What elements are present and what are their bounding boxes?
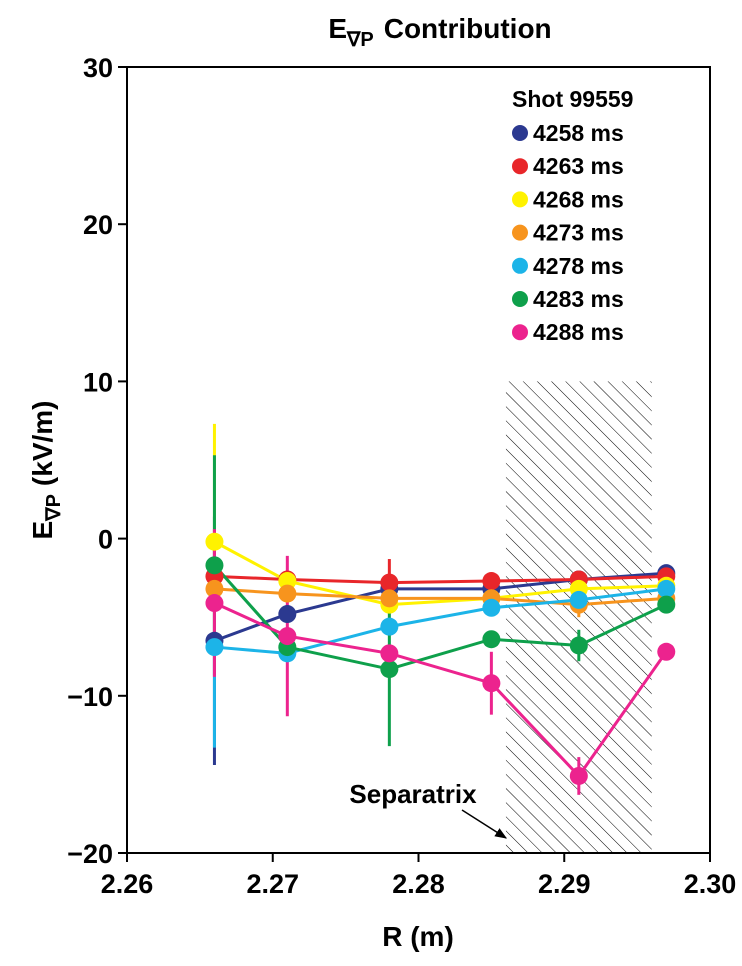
x-tick-label: 2.27 xyxy=(246,869,299,899)
data-point xyxy=(278,572,297,591)
legend-marker xyxy=(512,324,528,341)
data-point xyxy=(657,642,676,661)
data-point xyxy=(278,627,297,646)
data-point xyxy=(482,598,501,617)
data-point xyxy=(482,630,501,649)
data-point xyxy=(482,572,501,591)
data-point xyxy=(569,636,588,655)
y-axis-label: E∇P(kV/m) xyxy=(27,401,65,540)
chart-title: E∇P Contribution xyxy=(328,13,551,51)
x-axis-label: R (m) xyxy=(382,921,454,952)
x-tick-label: 2.29 xyxy=(538,869,591,899)
x-tick-label: 2.28 xyxy=(392,869,445,899)
data-point xyxy=(205,579,224,598)
data-point xyxy=(380,589,399,608)
legend-marker xyxy=(512,291,528,307)
data-point xyxy=(380,617,399,636)
series-line xyxy=(214,574,667,585)
series-line xyxy=(213,564,667,671)
legend-marker xyxy=(512,158,528,175)
y-tick-label: 20 xyxy=(83,210,113,240)
data-point xyxy=(657,595,676,614)
data-point xyxy=(569,590,588,609)
data-point xyxy=(482,674,501,693)
legend-marker xyxy=(512,191,528,208)
series-line xyxy=(214,587,667,655)
series-line xyxy=(213,601,668,779)
x-tick-label: 2.26 xyxy=(101,869,154,899)
y-tick-label: 30 xyxy=(83,53,113,83)
legend-marker xyxy=(512,125,528,141)
legend-title: Shot 99559 xyxy=(512,86,633,112)
data-point xyxy=(380,660,399,679)
x-tick-label: 2.30 xyxy=(684,869,737,899)
data-point xyxy=(205,638,224,657)
legend-label: 4288 ms xyxy=(533,319,624,345)
legend-label: 4258 ms xyxy=(533,120,624,146)
legend-label: 4278 ms xyxy=(533,253,624,279)
data-point xyxy=(380,644,399,663)
legend-marker xyxy=(512,257,528,274)
data-point xyxy=(278,584,297,603)
data-point xyxy=(205,556,224,575)
series-line xyxy=(214,587,667,607)
y-tick-label: 0 xyxy=(98,525,113,555)
legend-label: 4268 ms xyxy=(533,186,624,212)
data-point xyxy=(205,594,224,613)
data-point xyxy=(569,766,588,785)
legend-marker xyxy=(512,224,528,241)
data-point xyxy=(205,532,224,551)
data-point xyxy=(380,573,399,592)
data-point xyxy=(657,579,676,598)
series-line xyxy=(213,540,667,607)
legend-label: 4263 ms xyxy=(533,153,624,179)
y-tick-label: −20 xyxy=(67,839,113,869)
legend-label: 4283 ms xyxy=(533,286,624,312)
y-tick-label: −10 xyxy=(67,682,113,712)
data-point xyxy=(278,605,297,624)
legend-label: 4273 ms xyxy=(533,220,624,246)
y-tick-label: 10 xyxy=(83,367,113,397)
annotation-arrow xyxy=(461,809,508,839)
annotation: Separatrix xyxy=(349,779,477,809)
